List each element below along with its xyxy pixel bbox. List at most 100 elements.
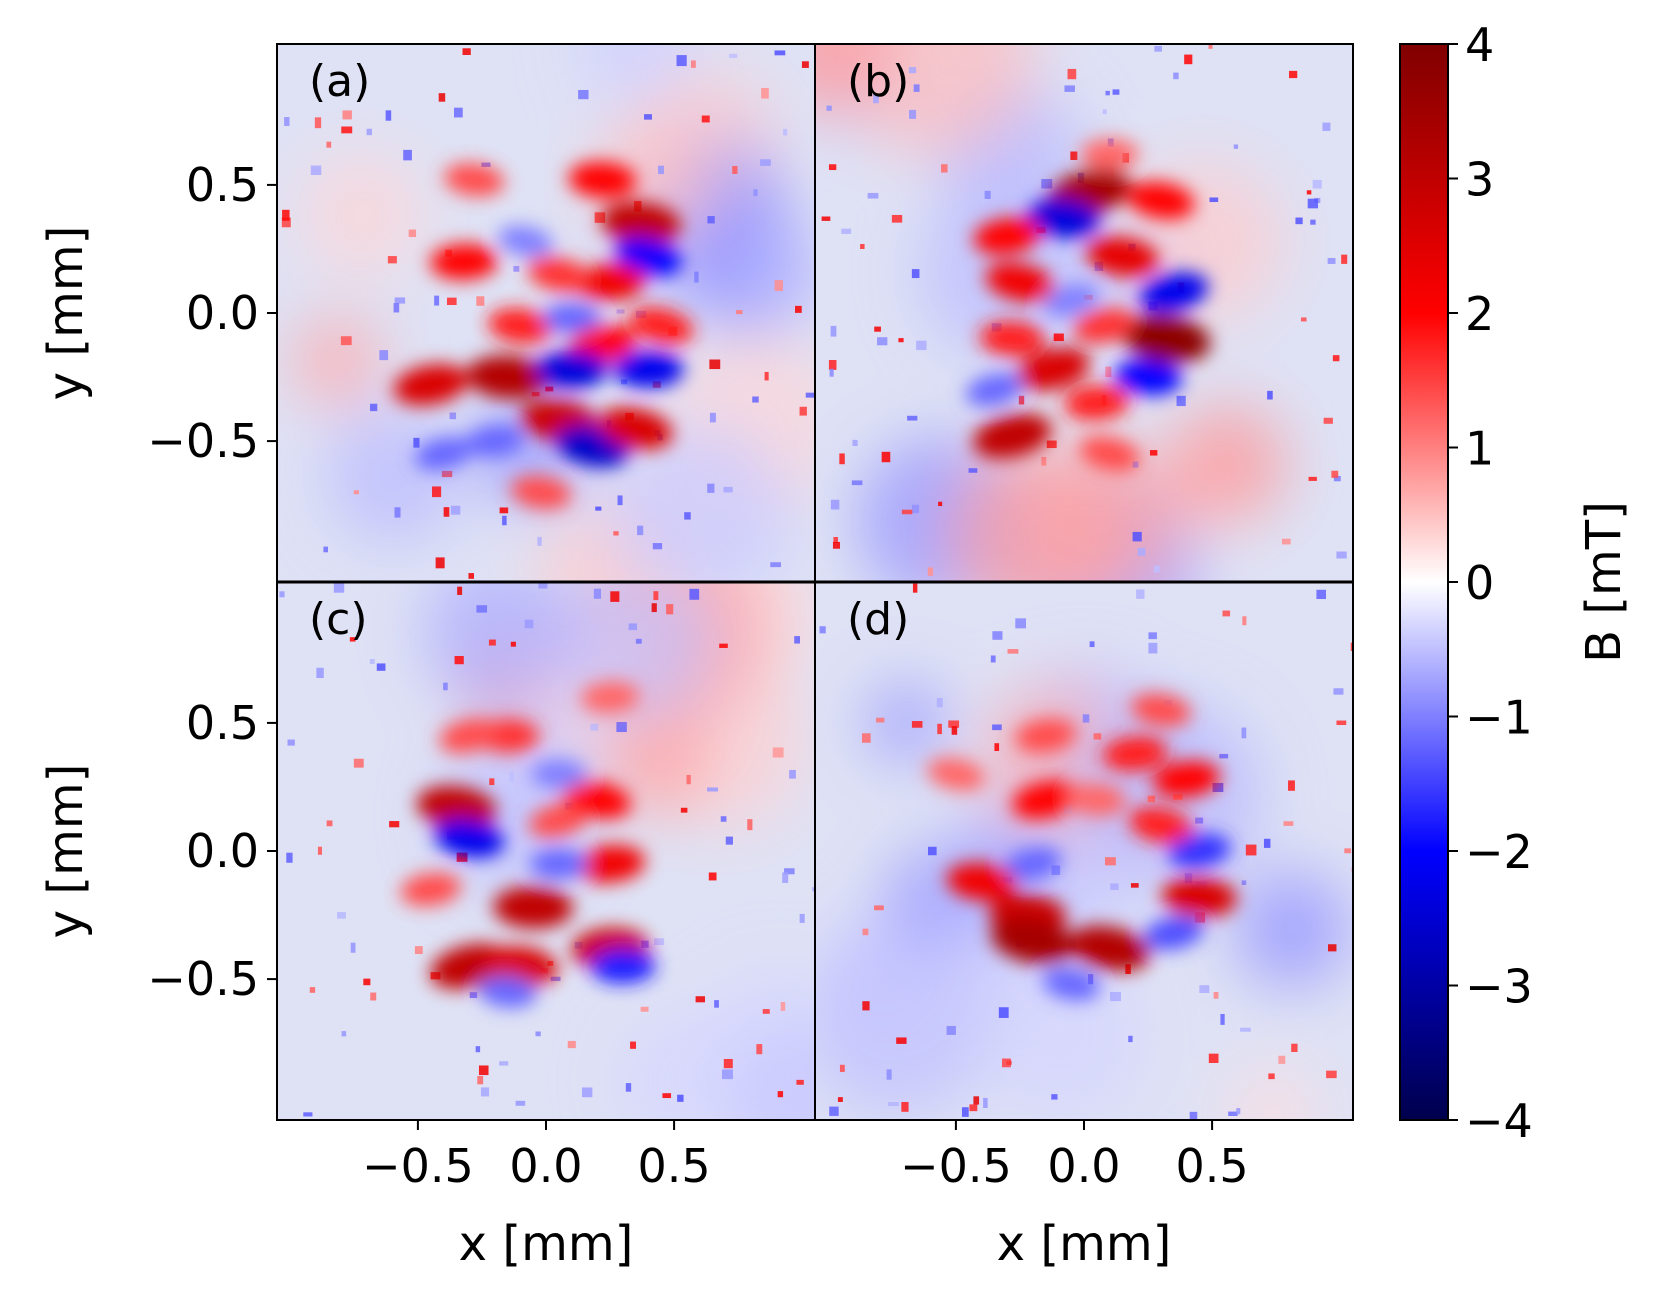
noise-blob [1261, 875, 1347, 961]
speckle [1307, 198, 1319, 209]
background-noise [815, 44, 1287, 582]
speckle [1173, 72, 1179, 80]
speckle [317, 846, 323, 855]
speckle [489, 778, 495, 786]
field-feature [927, 757, 985, 791]
speckle [1041, 456, 1047, 466]
speckle [1327, 258, 1336, 264]
speckle [721, 1069, 733, 1080]
speckle [948, 720, 960, 728]
speckle [936, 697, 943, 708]
speckle [1333, 475, 1341, 482]
speckle [1105, 90, 1110, 96]
field-feature [487, 308, 554, 344]
noise-blob [1167, 404, 1287, 524]
speckle [1053, 333, 1064, 342]
speckle [475, 1046, 481, 1053]
speckle [1018, 395, 1025, 405]
speckle [747, 819, 753, 831]
speckle [1245, 844, 1257, 856]
speckle [941, 164, 948, 173]
speckle [1002, 1058, 1011, 1068]
speckle [1212, 782, 1224, 792]
speckle [1228, 1111, 1238, 1116]
speckle [1148, 632, 1157, 640]
speckle [652, 543, 663, 550]
speckle [725, 836, 733, 845]
speckle [1300, 317, 1307, 322]
speckle [1289, 70, 1298, 79]
field-feature [985, 262, 1055, 302]
speckle [613, 531, 619, 536]
x-axis-label: x [mm] [459, 1216, 634, 1272]
speckle [341, 1031, 347, 1037]
speckle [1067, 68, 1077, 80]
speckle [476, 296, 485, 306]
speckle [777, 1091, 784, 1098]
speckle [828, 360, 837, 370]
noise-blob [743, 234, 815, 317]
speckle [680, 807, 688, 813]
speckle [449, 412, 457, 420]
speckle [877, 337, 888, 346]
speckle [796, 1079, 804, 1085]
field-feature [529, 802, 589, 838]
noise-blob [325, 407, 464, 545]
field-feature [1127, 181, 1195, 219]
speckle [303, 1112, 313, 1117]
speckle [829, 368, 834, 377]
speckle [524, 619, 534, 629]
field-feature [1004, 847, 1062, 881]
speckle [762, 1009, 770, 1014]
field-feature [1128, 806, 1194, 844]
noise-blob [1017, 441, 1180, 582]
field-feature [478, 976, 537, 1008]
speckle [1295, 217, 1303, 225]
field-feature [414, 437, 473, 471]
field-feature [574, 844, 646, 883]
colorbar-gradient [1399, 43, 1449, 1121]
speckle [1268, 1073, 1275, 1080]
speckle [720, 816, 727, 822]
speckle [616, 722, 627, 733]
speckle [1333, 688, 1344, 695]
speckle [867, 192, 879, 199]
speckle [992, 631, 1003, 640]
speckle [876, 717, 885, 723]
field-feature [1114, 358, 1182, 396]
speckle [323, 546, 329, 553]
y-tick-label: 0.5 [186, 158, 259, 212]
speckle [640, 1006, 649, 1012]
speckle [435, 557, 445, 569]
speckle [1331, 470, 1339, 478]
colorbar-tick-label: 2 [1465, 287, 1494, 341]
speckle [567, 1040, 576, 1049]
field-feature [973, 217, 1041, 255]
field-features [927, 693, 1237, 1001]
speckle [340, 336, 352, 346]
speckle [366, 128, 372, 136]
field-feature [1012, 780, 1080, 819]
speckle [653, 591, 659, 601]
speckle [545, 386, 554, 392]
speckle [1128, 1035, 1133, 1043]
field-feature [574, 263, 646, 301]
speckle [908, 109, 917, 119]
speckle [969, 1104, 978, 1112]
speckle [690, 60, 696, 68]
speckle [841, 228, 852, 234]
field-feature [629, 307, 694, 345]
noise-blob [815, 919, 998, 1119]
noise-blob [299, 152, 425, 278]
speckle [1184, 54, 1193, 65]
speckle [911, 504, 920, 514]
field-feature [497, 225, 554, 258]
field-feature [1139, 272, 1209, 313]
speckle [610, 591, 620, 602]
colorbar-tick-label: −4 [1465, 1094, 1533, 1148]
speckle [370, 403, 378, 412]
field-feature [1043, 284, 1099, 317]
speckle [860, 244, 865, 250]
speckle [1306, 190, 1312, 195]
speckle [537, 536, 542, 546]
